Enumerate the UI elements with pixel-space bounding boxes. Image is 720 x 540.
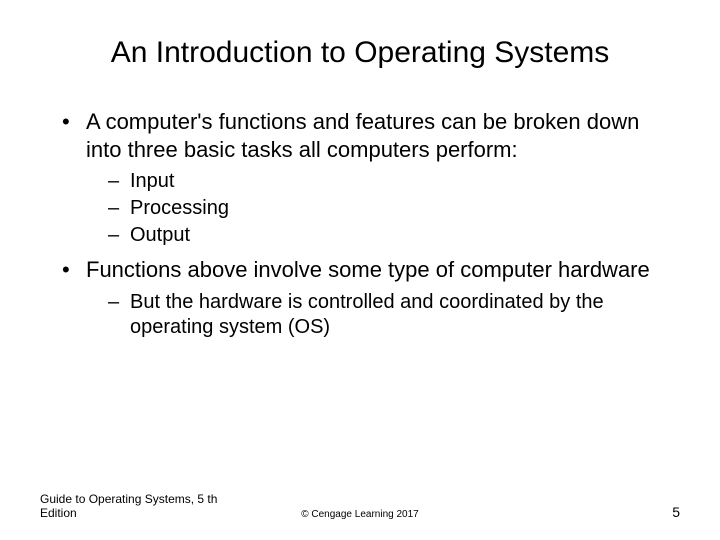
slide-content: A computer's functions and features can … — [40, 108, 680, 340]
sub-bullet-item: Processing — [108, 196, 680, 221]
slide-footer: Guide to Operating Systems, 5 th Edition… — [0, 492, 720, 520]
bullet-text: A computer's functions and features can … — [86, 109, 639, 162]
slide-title: An Introduction to Operating Systems — [40, 36, 680, 70]
sub-bullet-list: But the hardware is controlled and coord… — [86, 290, 680, 340]
footer-center: © Cengage Learning 2017 — [253, 509, 466, 520]
sub-bullet-item: Input — [108, 169, 680, 194]
slide: An Introduction to Operating Systems A c… — [0, 0, 720, 540]
sub-bullet-list: Input Processing Output — [86, 169, 680, 248]
sub-bullet-text: But the hardware is controlled and coord… — [130, 291, 604, 338]
sub-bullet-text: Processing — [130, 197, 229, 219]
footer-left: Guide to Operating Systems, 5 th Edition — [40, 492, 253, 520]
bullet-item: A computer's functions and features can … — [58, 108, 680, 248]
sub-bullet-item: Output — [108, 223, 680, 248]
sub-bullet-text: Output — [130, 224, 190, 246]
footer-right-page-number: 5 — [467, 504, 680, 520]
bullet-item: Functions above involve some type of com… — [58, 256, 680, 340]
bullet-list: A computer's functions and features can … — [40, 108, 680, 340]
sub-bullet-item: But the hardware is controlled and coord… — [108, 290, 680, 340]
sub-bullet-text: Input — [130, 170, 174, 192]
bullet-text: Functions above involve some type of com… — [86, 257, 650, 282]
